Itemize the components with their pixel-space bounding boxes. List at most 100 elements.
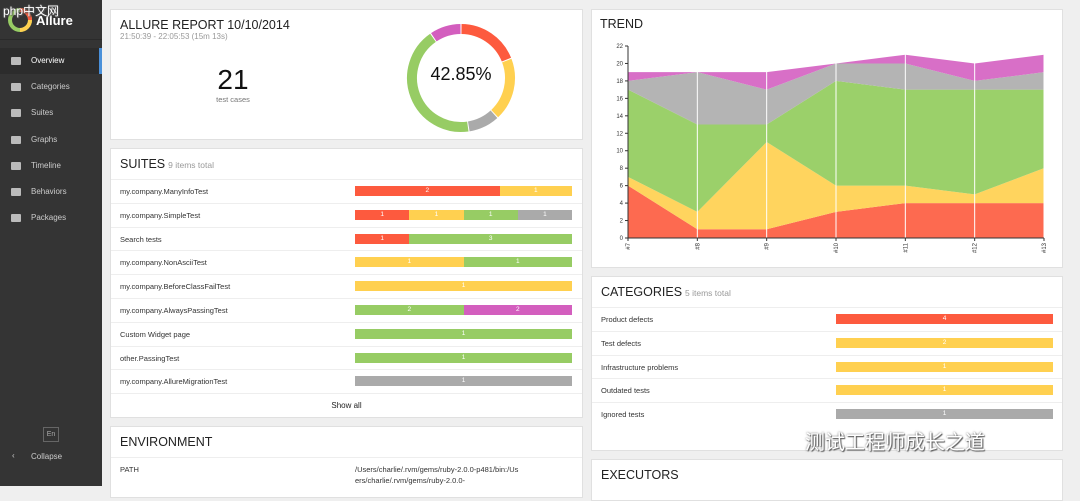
logo-text: Allure (36, 13, 73, 28)
row-name: my.company.SimpleTest (120, 210, 201, 220)
row-name: Test defects (601, 338, 642, 348)
nav-item[interactable]: Overview (0, 48, 102, 74)
row-name: my.company.ManyInfoTest (120, 187, 209, 196)
bar-segment: 1 (517, 209, 572, 220)
nav-icon (11, 83, 21, 92)
categories-header: CATEGORIES 5 items total (601, 285, 731, 299)
y-tick-label: 10 (616, 149, 623, 155)
nav-icon (11, 188, 21, 196)
bar-segment: 1 (355, 281, 572, 292)
show-all[interactable]: Show all (111, 393, 582, 417)
row: other.PassingTest 1 (111, 345, 582, 370)
nav-label: Suites (31, 108, 54, 118)
nav-item[interactable]: Packages (0, 205, 102, 231)
bar-segment: 2 (355, 186, 500, 196)
trend-chart: TREND 0 2 4 6 8 10 12 14 16 18 20 22 #7 #8 #9 #10 #11 #12… (600, 17, 1048, 253)
bar-segment: 1 (836, 361, 1053, 372)
percent: 42.85% (430, 64, 491, 84)
row-name: Search tests (120, 234, 162, 244)
row: my.company.AlwaysPassingTest 2 2 (111, 298, 582, 322)
total-label: test cases (216, 95, 250, 104)
nav-label: Graphs (31, 134, 58, 144)
y-tick-label: 8 (620, 166, 624, 172)
status-bar: 1 (355, 376, 572, 387)
nav-label: Timeline (31, 160, 61, 170)
bar-segment: 2 (836, 337, 1053, 348)
collapse[interactable]: Collapse (31, 452, 63, 461)
bar-segment: 1 (355, 328, 572, 339)
y-tick-label: 12 (616, 131, 623, 137)
donut-segment (407, 33, 469, 132)
row-name: Product defects (601, 315, 654, 324)
row: my.company.AllureMigrationTest 1 (111, 369, 582, 393)
status-bar: 1 (355, 281, 572, 292)
y-tick-label: 22 (616, 44, 623, 50)
y-tick-label: 16 (616, 96, 623, 102)
x-tick-label: #13 (1042, 242, 1048, 253)
status-bar: 1 (836, 409, 1053, 420)
nav-item[interactable]: Suites (0, 100, 102, 126)
status-bar: 1 (355, 352, 572, 363)
categories-count: 5 items total (685, 288, 731, 298)
suites-header: SUITES 9 items total (120, 157, 214, 171)
sidebar: Allure Overview Categories Suites Graphs Tim… (0, 0, 102, 486)
y-tick-label: 4 (620, 201, 624, 207)
bar-segment: 1 (836, 385, 1053, 396)
collapse-arrow: ‹ (12, 451, 15, 460)
row: Infrastructure problems 1 (592, 354, 1062, 379)
status-bar: 1 (836, 361, 1053, 372)
row: Product defects 4 (592, 307, 1062, 331)
bar-segment: 1 (499, 186, 572, 196)
row-name: my.company.NonAsciiTest (120, 258, 207, 268)
area (628, 142, 1044, 230)
donut-segment (431, 24, 461, 42)
row: my.company.BeforeClassFailTest 1 (111, 274, 582, 298)
report-title: ALLURE REPORT 10/10/2014 (120, 18, 290, 32)
bar-segment: 2 (355, 305, 464, 315)
status-bar: 4 (836, 314, 1053, 324)
trend-card: TREND 0 2 4 6 8 10 12 14 16 18 20 22 #7 #8 #9 #10 #11 #12… (591, 9, 1063, 268)
bar-segment: 1 (463, 257, 572, 268)
row: my.company.SimpleTest 1 1 1 1 (111, 202, 582, 227)
row-name: Custom Widget page (120, 329, 191, 339)
bar-segment: 1 (836, 409, 1053, 420)
nav-icon (11, 109, 21, 118)
area (628, 63, 1044, 125)
y-tick-label: 6 (620, 184, 624, 190)
summary-card: ALLURE REPORT 10/10/2014 21:50:39 - 22:0… (110, 9, 583, 140)
y-tick-label: 0 (620, 236, 624, 242)
bar-segment: 1 (355, 233, 410, 244)
row-name: other.PassingTest (120, 353, 180, 363)
y-tick-label: 20 (616, 61, 623, 67)
nav-label: Overview (31, 56, 65, 65)
nav-item[interactable]: Behaviors (0, 179, 102, 205)
row: Test defects 2 (592, 330, 1062, 355)
bar-segment: 3 (409, 233, 572, 244)
row-name: Infrastructure problems (601, 362, 679, 372)
executors-title: EXECUTORS (601, 468, 679, 482)
x-tick-label: #7 (626, 242, 632, 249)
row: Custom Widget page 1 (111, 321, 582, 346)
y-tick-label: 14 (616, 114, 623, 120)
categories-card: CATEGORIES 5 items total Product defects 4… (591, 276, 1063, 451)
nav-item[interactable]: Timeline (0, 153, 102, 179)
bar-segment: 1 (463, 209, 518, 220)
donut-segment (467, 110, 498, 132)
bar-segment: 1 (355, 209, 410, 220)
nav-item[interactable]: Graphs (0, 127, 102, 153)
row: Outdated tests 1 (592, 378, 1062, 402)
status-bar: 2 (836, 337, 1053, 348)
nav-item[interactable]: Categories (0, 74, 102, 100)
language[interactable]: En (43, 427, 59, 442)
nav-label: Behaviors (31, 187, 67, 196)
bar-segment: 2 (463, 305, 572, 315)
row: Ignored tests 1 (592, 402, 1062, 426)
environment-title: ENVIRONMENT (120, 435, 213, 449)
env-row: PATH /Users/charlie/.rvm/gems/ruby-2.0.0… (111, 457, 582, 497)
logo[interactable]: Allure (0, 0, 102, 40)
suites-card: SUITES 9 items total my.company.ManyInfoT… (110, 148, 583, 418)
